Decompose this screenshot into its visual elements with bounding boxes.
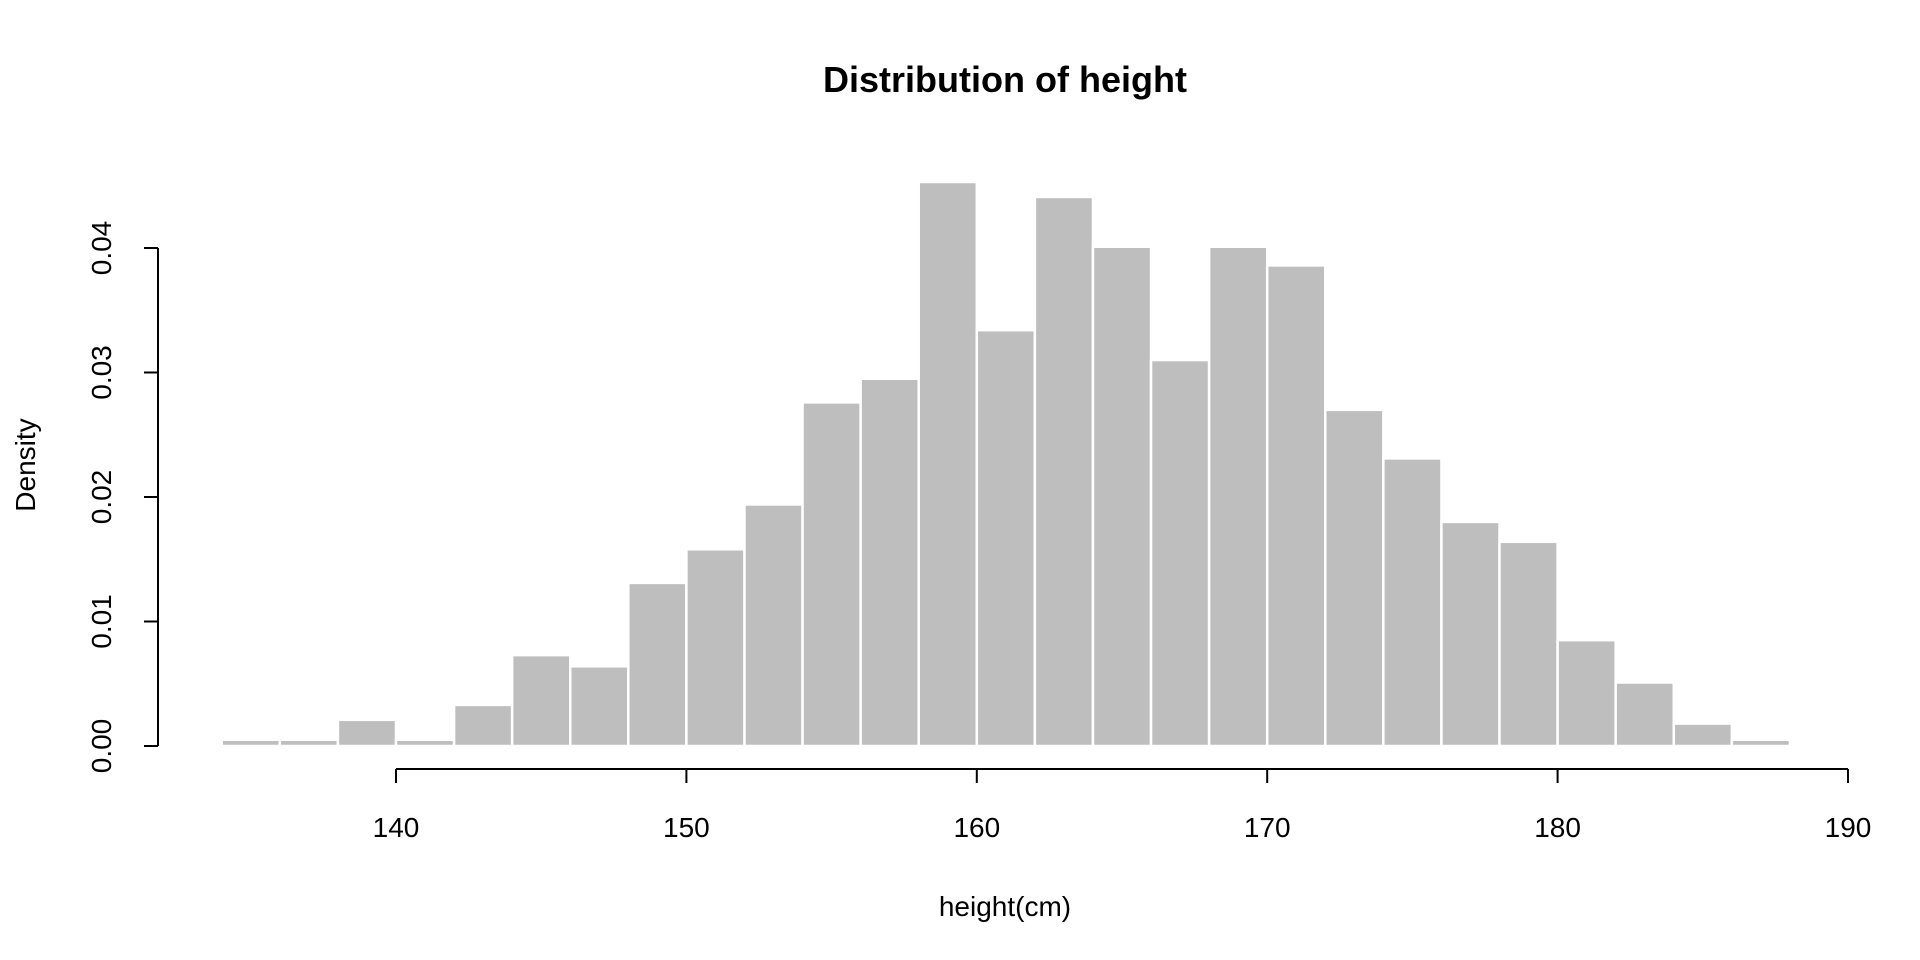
y-tick-label: 0.02 (86, 470, 117, 525)
x-tick-label: 170 (1244, 812, 1291, 843)
histogram-bar (1149, 358, 1211, 748)
histogram-bar (685, 548, 746, 748)
histogram-bar (1614, 681, 1676, 748)
x-tick-label: 180 (1534, 812, 1581, 843)
y-tick-label: 0.01 (86, 594, 117, 649)
histogram-bar (1498, 540, 1559, 748)
histogram-bar (1091, 245, 1153, 748)
histogram-bar (510, 653, 572, 748)
histogram-bar (1440, 520, 1501, 748)
histogram-bar (278, 738, 340, 748)
histogram-bar (568, 665, 630, 748)
histogram-bar (1265, 264, 1327, 748)
x-axis: 140 150 160 170 180 190 (373, 768, 1872, 843)
x-axis-label: height(cm) (939, 891, 1071, 922)
x-tick-label: 150 (663, 812, 710, 843)
histogram-bar (743, 503, 804, 748)
histogram-bar (1033, 195, 1095, 748)
histogram-bar (1324, 408, 1385, 748)
y-tick-label: 0.04 (86, 221, 117, 276)
histogram-bar (801, 401, 862, 748)
histogram-bar (394, 738, 456, 748)
histogram-bar (975, 328, 1037, 748)
y-axis: 0.00 0.01 0.02 0.03 0.04 (86, 221, 159, 774)
x-tick-label: 160 (953, 812, 1000, 843)
histogram-bar (452, 703, 514, 748)
x-tick-label: 190 (1825, 812, 1872, 843)
chart-title: Distribution of height (823, 59, 1187, 100)
histogram-bar (220, 738, 282, 748)
y-axis-label: Density (10, 418, 41, 511)
histogram-bar (627, 581, 688, 748)
x-tick-label: 140 (373, 812, 420, 843)
histogram-bar (859, 377, 920, 748)
histogram-bar (1382, 457, 1443, 748)
histogram-bar (1556, 638, 1617, 748)
histogram-bar (917, 180, 979, 748)
y-tick-label: 0.00 (86, 719, 117, 774)
histogram-bar (1672, 722, 1734, 748)
histogram-bar (1730, 738, 1792, 748)
y-tick-label: 0.03 (86, 345, 117, 400)
histogram-bar (1207, 245, 1269, 748)
histogram-bars (220, 180, 1792, 748)
histogram-bar (336, 718, 398, 748)
